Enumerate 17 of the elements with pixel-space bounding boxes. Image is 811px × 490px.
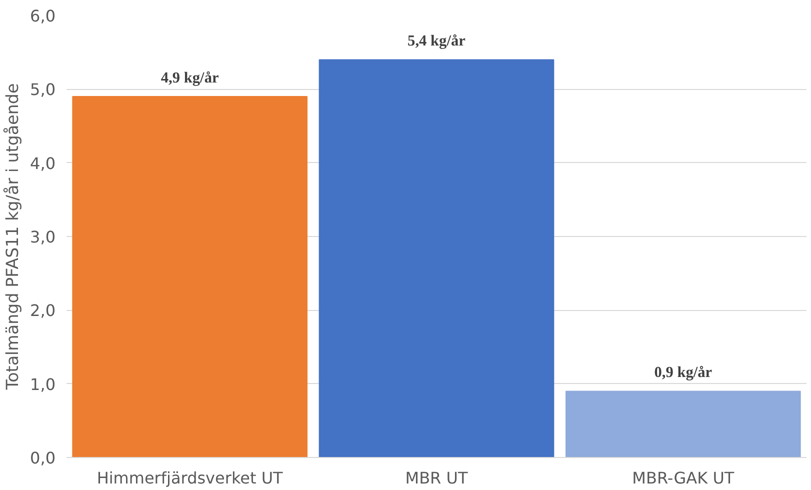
y-tick-label: 1,0 xyxy=(30,374,56,394)
x-tick-label: Himmerfjärdsverket UT xyxy=(96,468,284,488)
y-tick-label: 5,0 xyxy=(30,80,56,100)
bar xyxy=(318,59,554,458)
x-tick-label: MBR UT xyxy=(405,468,468,488)
data-label: 4,9 kg/år xyxy=(160,70,219,87)
data-label: 0,9 kg/år xyxy=(654,364,712,382)
y-axis-title: Totalmängd PFAS11 kg/år i utgående xyxy=(3,83,22,391)
bar xyxy=(72,96,308,458)
y-tick-label: 6,0 xyxy=(30,6,56,26)
y-tick-label: 3,0 xyxy=(30,228,56,246)
y-tick-label: 4,0 xyxy=(30,154,56,173)
data-label: 5,4 kg/år xyxy=(408,32,466,50)
bar xyxy=(566,390,801,458)
y-tick-label: 2,0 xyxy=(30,301,56,320)
x-tick-label: MBR-GAK UT xyxy=(632,468,734,488)
y-tick-label: 0,0 xyxy=(30,448,56,468)
